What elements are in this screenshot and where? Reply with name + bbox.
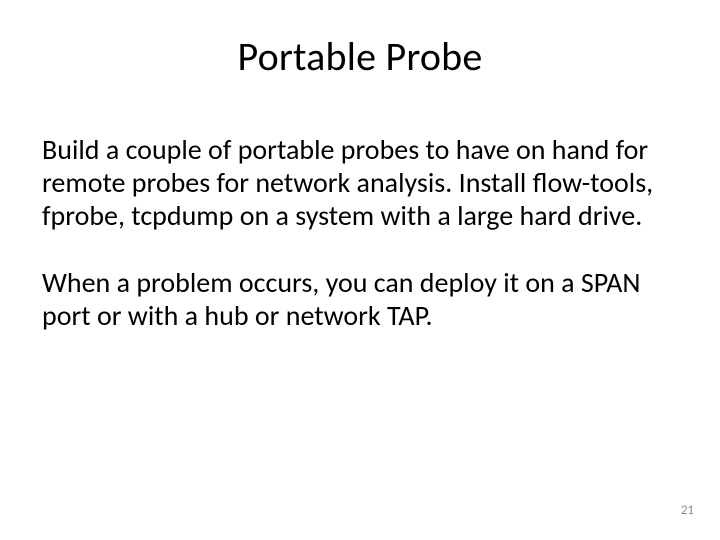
paragraph-1: Build a couple of portable probes to hav… — [42, 133, 678, 232]
slide-container: Portable Probe Build a couple of portabl… — [0, 0, 720, 540]
slide-title: Portable Probe — [42, 32, 678, 81]
page-number: 21 — [681, 503, 694, 518]
paragraph-2: When a problem occurs, you can deploy it… — [42, 266, 678, 332]
